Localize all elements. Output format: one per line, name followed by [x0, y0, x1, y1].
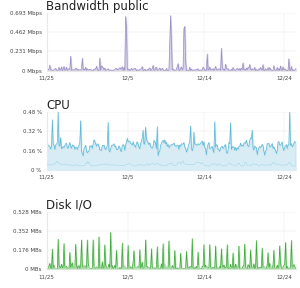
- Text: Disk I/O: Disk I/O: [46, 198, 92, 212]
- Text: Bandwidth public: Bandwidth public: [46, 0, 149, 13]
- Text: CPU: CPU: [46, 99, 70, 112]
